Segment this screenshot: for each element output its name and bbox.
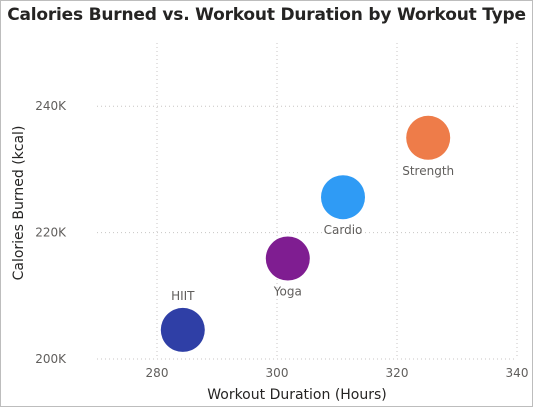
data-point-strength[interactable]	[406, 115, 451, 160]
y-axis-title: Calories Burned (kcal)	[11, 126, 27, 281]
x-tick-label: 340	[506, 366, 529, 380]
y-tick-label: 240K	[35, 99, 67, 113]
y-tick-label: 220K	[35, 226, 67, 240]
gridlines	[97, 43, 518, 360]
data-point-cardio[interactable]	[321, 175, 365, 220]
x-tick-label: 320	[386, 366, 409, 380]
data-point-yoga[interactable]	[265, 236, 310, 281]
x-tick-label: 300	[266, 366, 289, 380]
x-axis-title: Workout Duration (Hours)	[207, 387, 387, 403]
y-tick-label: 200K	[35, 352, 67, 366]
data-points	[160, 115, 451, 352]
x-tick-label: 280	[146, 366, 169, 380]
data-label-yoga: Yoga	[273, 285, 302, 299]
tick-labels: 280 300 320 340 200K 220K 240K	[35, 99, 528, 380]
data-point-hiit[interactable]	[160, 307, 205, 352]
data-labels: HIIT Yoga Cardio Strength	[171, 164, 454, 303]
data-label-strength: Strength	[402, 164, 454, 178]
data-label-hiit: HIIT	[171, 289, 195, 303]
data-label-cardio: Cardio	[324, 223, 363, 237]
chart-title: Calories Burned vs. Workout Duration by …	[7, 5, 526, 25]
